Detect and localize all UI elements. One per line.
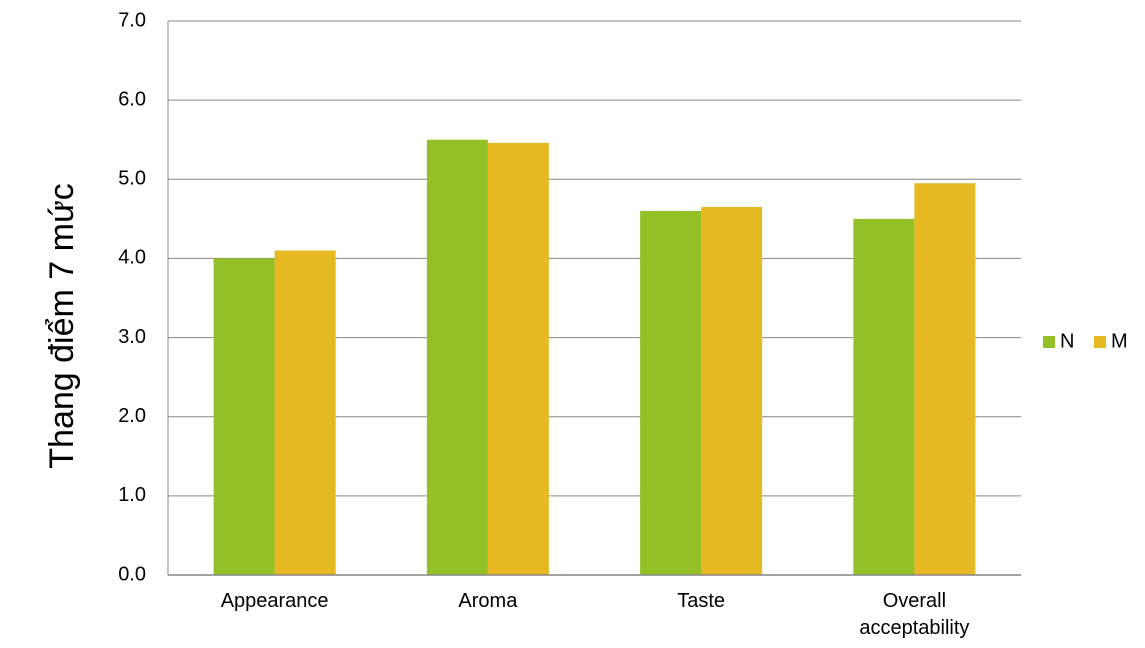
y-tick-label: 7.0 (118, 9, 146, 31)
category-label: acceptability (859, 617, 969, 639)
y-axis-label: Thang điểm 7 mức (43, 183, 81, 468)
bars (213, 139, 976, 575)
y-tick-label: 4.0 (118, 247, 146, 269)
bar-n-2 (640, 210, 702, 575)
bar-m-3 (914, 183, 976, 575)
category-labels: Appearance Aroma Taste Overall acceptability (221, 590, 970, 639)
y-tick-labels: 0.0 1.0 2.0 3.0 4.0 5.0 6.0 7.0 (118, 9, 146, 585)
bar-n-0 (213, 258, 275, 575)
category-label: Aroma (458, 590, 518, 612)
category-label: Appearance (221, 590, 329, 612)
bar-m-1 (487, 142, 549, 575)
legend-swatch-m (1094, 336, 1106, 348)
category-label: Taste (677, 590, 725, 612)
legend-label-m: M (1111, 330, 1128, 352)
y-tick-label: 5.0 (118, 168, 146, 190)
bar-n-1 (426, 139, 488, 575)
legend-label-n: N (1060, 330, 1074, 352)
legend-swatch-n (1043, 336, 1055, 348)
y-tick-label: 3.0 (118, 326, 146, 348)
y-tick-label: 2.0 (118, 405, 146, 427)
bar-m-0 (274, 250, 336, 575)
y-tick-label: 1.0 (118, 484, 146, 506)
bar-m-2 (701, 206, 763, 575)
bar-n-3 (853, 218, 915, 575)
y-tick-label: 6.0 (118, 88, 146, 110)
category-label: Overall (883, 590, 946, 612)
y-tick-label: 0.0 (118, 563, 146, 585)
